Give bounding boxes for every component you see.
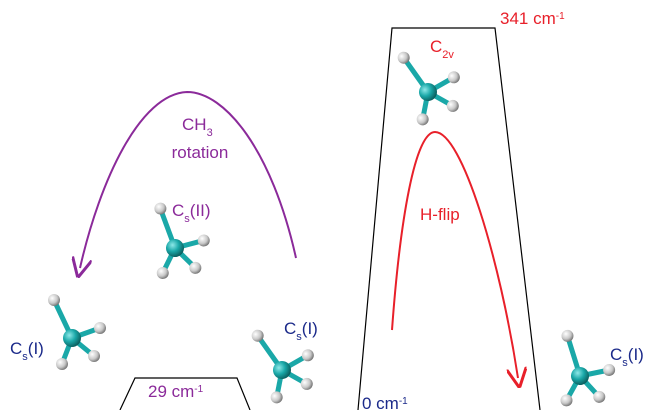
label-part: C (284, 319, 296, 338)
label-part: 0 cm (362, 394, 399, 410)
state-label: Cs(I) (10, 339, 44, 363)
label-part: C (10, 339, 22, 358)
label-part: -1 (399, 396, 408, 407)
energy-label: 341 cm-1 (500, 9, 565, 28)
label-part: 29 cm (148, 382, 194, 401)
state-label: Cs(I) (610, 345, 644, 369)
label-part: (I) (628, 345, 644, 364)
molecule (552, 329, 620, 410)
state-label: Cs(II) (172, 201, 211, 225)
label-part: (I) (302, 319, 318, 338)
label-part: 341 cm (500, 9, 556, 28)
state-label: C2v (430, 37, 454, 61)
label-part: -1 (556, 11, 565, 22)
label-part: CH (182, 115, 207, 134)
label-part: -1 (194, 384, 203, 395)
energy-label: 0 cm-1 (362, 394, 408, 410)
arrow-label: H-flip (420, 205, 460, 224)
flip-arrow (392, 132, 518, 378)
energy-diagram: 341 cm-1 29 cm-1 0 cm-1 C2v Cs(II) Cs(I)… (0, 0, 650, 410)
label-part: C (610, 345, 622, 364)
molecule (48, 294, 106, 370)
label-part: (II) (190, 201, 211, 220)
energy-label: 29 cm-1 (148, 382, 204, 401)
arrow-label: rotation (172, 143, 229, 162)
label-part: C (172, 201, 184, 220)
arrow-label: CH3 (182, 115, 213, 139)
state-label: Cs(I) (284, 319, 318, 343)
label-part: (I) (28, 339, 44, 358)
label-part: C (430, 37, 442, 56)
label-part: 3 (207, 127, 213, 139)
label-part: 2v (442, 49, 454, 61)
